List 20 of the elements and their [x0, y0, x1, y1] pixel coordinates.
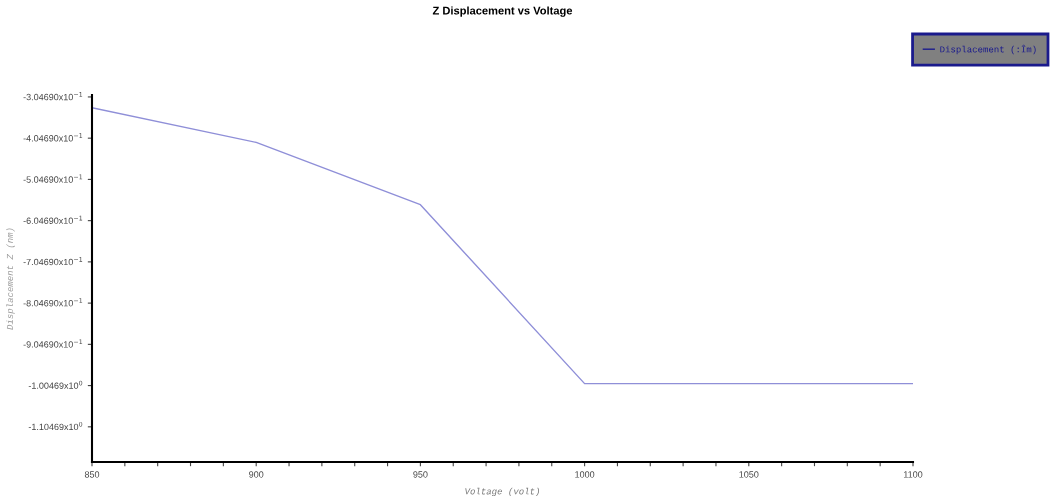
y-tick-label: -9.04690x10$^{−1}$ — [23, 339, 83, 348]
x-tick-label: 950 — [413, 471, 428, 478]
y-axis-title: Displacement Z (nm) — [6, 228, 15, 330]
x-tick-label: 1050 — [739, 471, 759, 478]
y-tick-label: -5.04690x10$^{−1}$ — [23, 174, 83, 183]
y-tick-label: -6.04690x10$^{−1}$ — [23, 215, 83, 224]
y-tick-label: -8.04690x10$^{−1}$ — [23, 298, 83, 307]
x-tick-label: 1000 — [575, 471, 595, 478]
y-tick-label: -7.04690x10$^{−1}$ — [23, 257, 83, 266]
chart-title: Z Displacement vs Voltage — [432, 6, 573, 17]
y-tick-label: -3.04690x10$^{−1}$ — [23, 92, 83, 101]
y-tick-label: -1.00469x10$^{0}$ — [28, 380, 83, 389]
y-tick-label: -4.04690x10$^{−1}$ — [23, 133, 83, 142]
x-axis-title: Voltage (volt) — [465, 487, 540, 496]
x-tick-label: 850 — [84, 471, 100, 478]
text: Displacement (:Îm) — [940, 44, 1036, 55]
x-tick-label: 1100 — [903, 471, 923, 478]
x-tick-label: 900 — [249, 471, 264, 478]
line-series — [92, 107, 913, 385]
y-tick-label: -1.10469x10$^{0}$ — [28, 421, 83, 431]
